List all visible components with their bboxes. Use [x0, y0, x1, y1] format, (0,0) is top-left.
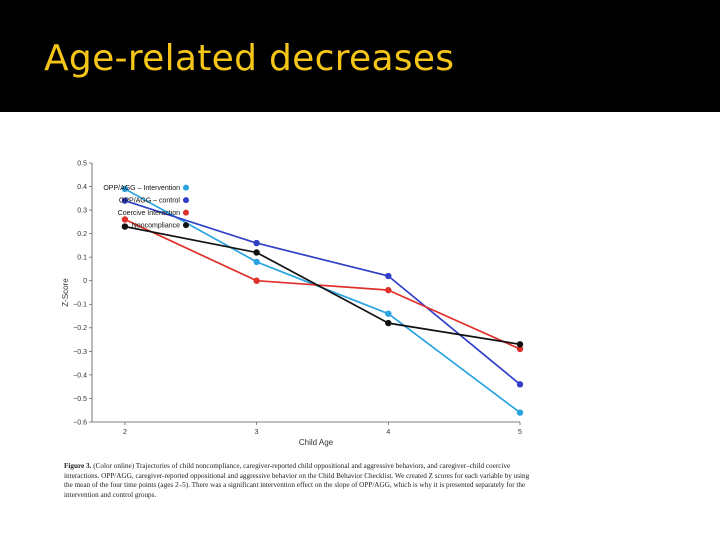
y-tick-label: 0.1	[77, 255, 87, 262]
legend-label: Coercive Interaction	[118, 210, 180, 217]
line-chart-svg: 0.5 0.4 0.3 0.2 0.1 0 −0.1 −0.2 −0.3 −0.4 −0.5 −0.6…	[61, 160, 524, 447]
data-point	[385, 319, 392, 327]
data-point	[253, 239, 260, 247]
legend-marker	[183, 197, 189, 204]
data-point	[253, 249, 260, 256]
y-tick-label: −0.2	[73, 325, 87, 332]
caption-text: (Color online) Trajectories of child non…	[64, 462, 530, 499]
y-tick-label: 0.4	[77, 184, 87, 191]
y-tick-label: 0	[83, 278, 87, 285]
series-line	[124, 188, 521, 414]
x-tick-label: 2	[123, 429, 127, 436]
x-tick-label: 5	[518, 429, 522, 436]
legend-label: OPP/AGG – Intervention	[103, 185, 180, 192]
legend-marker	[183, 209, 189, 216]
legend-label: Noncompliance	[132, 223, 180, 230]
y-axis-title: Z-Score	[61, 278, 70, 307]
data-point	[253, 258, 260, 266]
figure-caption: Figure 3. (Color online) Trajectories of…	[64, 462, 538, 500]
data-point	[121, 185, 129, 193]
data-point	[385, 286, 392, 294]
data-point	[516, 381, 524, 388]
x-tick-label: 3	[255, 429, 259, 436]
data-point	[253, 277, 260, 284]
slide-title: Age-related decreases	[44, 38, 455, 79]
data-point	[516, 409, 524, 416]
y-tick-label: −0.3	[73, 349, 87, 356]
data-point	[385, 310, 392, 317]
legend-marker	[183, 184, 189, 191]
series-line	[124, 199, 521, 385]
series-line	[124, 218, 521, 350]
y-tick-label: −0.5	[73, 396, 87, 403]
data-point	[385, 272, 392, 280]
y-tick-label: −0.1	[73, 302, 87, 309]
data-point	[121, 197, 129, 204]
y-tick-label: −0.6	[73, 419, 87, 426]
legend-marker	[183, 222, 189, 229]
y-tick-label: 0.2	[77, 231, 87, 238]
data-point	[121, 223, 129, 230]
y-tick-label: 0.5	[77, 160, 87, 167]
data-point	[121, 216, 129, 223]
x-tick-label: 4	[386, 429, 390, 436]
line-chart: 0.5 0.4 0.3 0.2 0.1 0 −0.1 −0.2 −0.3 −0.4 −0.5 −0.6…	[60, 150, 540, 450]
title-band	[0, 0, 720, 112]
y-tick-label: −0.4	[73, 372, 87, 379]
x-axis-title: Child Age	[299, 438, 334, 447]
series-line	[124, 225, 521, 346]
caption-label: Figure 3.	[64, 462, 92, 470]
legend-label: OPP/AGG – control	[119, 198, 181, 205]
y-tick-label: 0.3	[77, 207, 87, 214]
data-point	[516, 341, 524, 348]
data-point	[516, 345, 524, 353]
